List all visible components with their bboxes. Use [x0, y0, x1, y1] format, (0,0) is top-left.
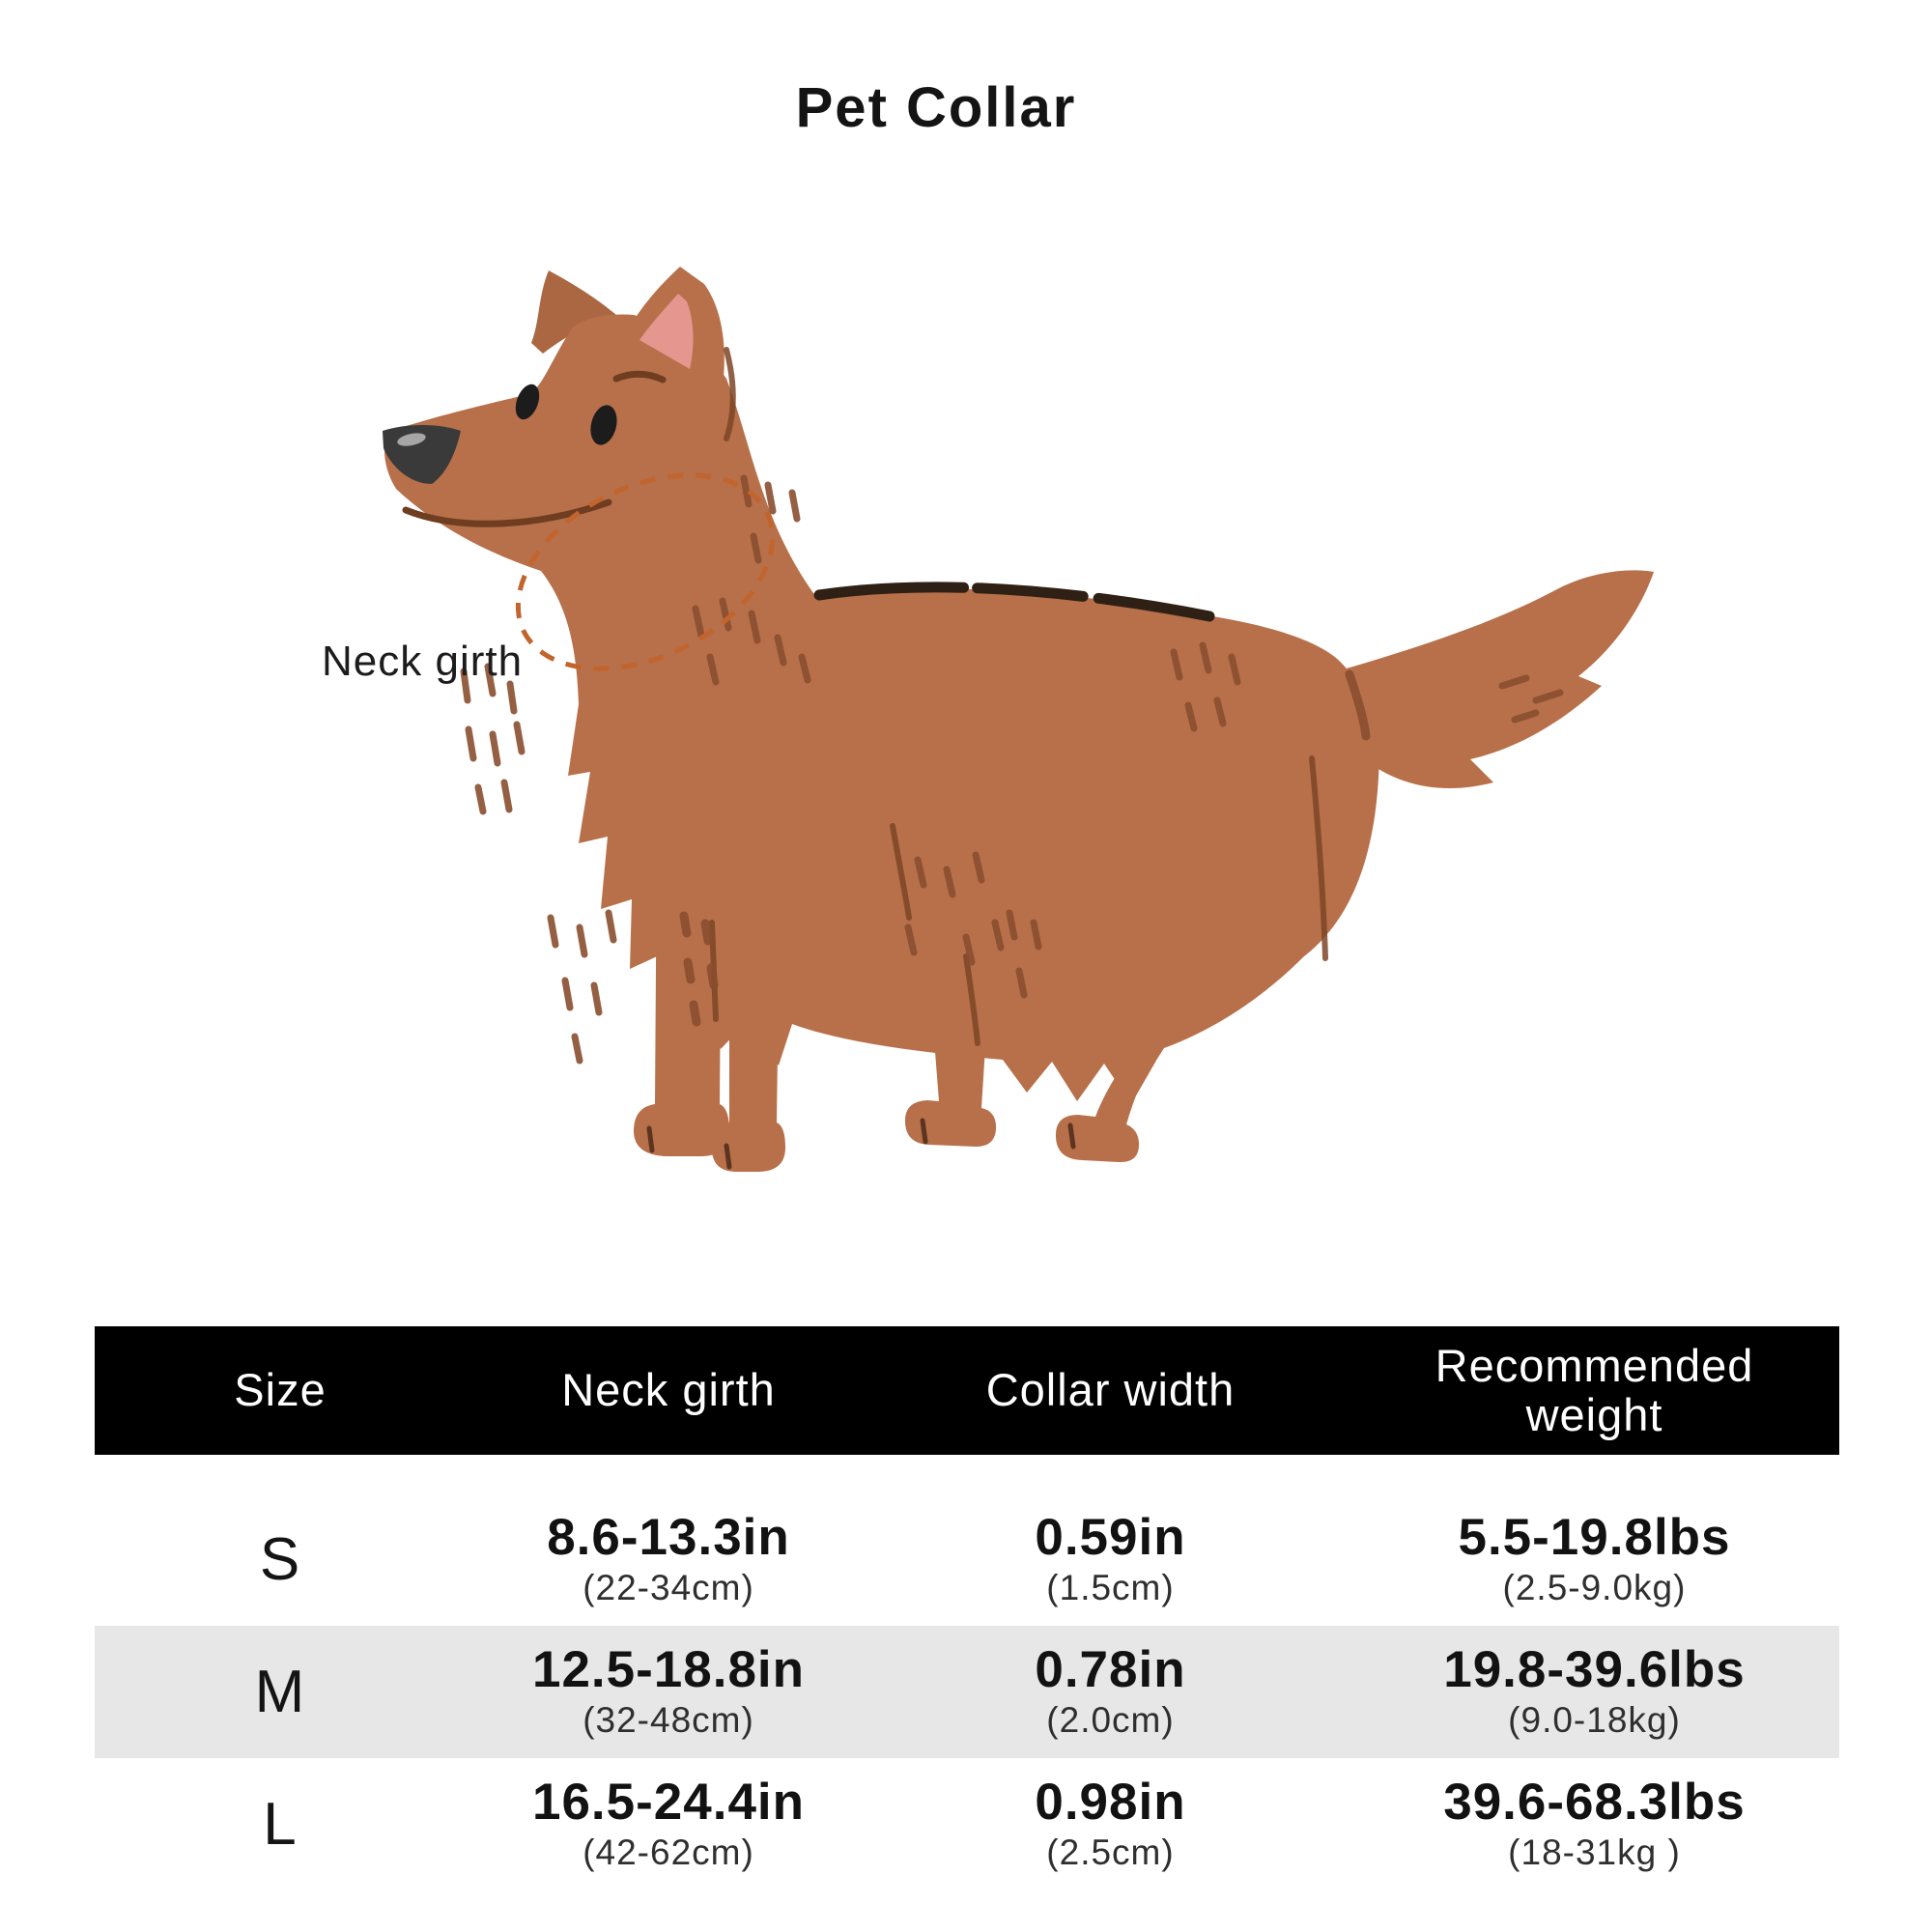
nose-highlight	[397, 433, 426, 446]
table-spacer	[95, 1455, 1839, 1493]
col-header-recommended-weight: Recommended weight	[1350, 1339, 1839, 1440]
dog-body	[384, 314, 1379, 1104]
ear-back-line	[724, 347, 736, 441]
collar-width-cell: 0.98in (2.5cm)	[871, 1773, 1350, 1874]
size-value: S	[259, 1526, 301, 1593]
neck-girth-metric: (42-62cm)	[582, 1832, 754, 1872]
back-stripe	[813, 582, 1215, 622]
collar-width-metric: (1.5cm)	[1046, 1567, 1175, 1607]
weight-metric: (2.5-9.0kg)	[1502, 1567, 1687, 1607]
col-header-size: Size	[234, 1364, 327, 1416]
size-table-header: Size Neck girth Collar width Recommended…	[95, 1326, 1839, 1455]
collar-width-cell: 0.78in (2.0cm)	[871, 1640, 1350, 1742]
col-header-recommended-weight-text: Recommended weight	[1435, 1339, 1754, 1440]
collar-width-value: 0.59in	[1035, 1508, 1186, 1566]
size-table: Size Neck girth Collar width Recommended…	[95, 1326, 1839, 1890]
neck-girth-value: 16.5-24.4in	[531, 1773, 806, 1831]
paw-claws	[646, 1118, 1076, 1170]
dog-eye-right	[590, 405, 617, 445]
weight-metric: (18-31kg )	[1508, 1832, 1681, 1872]
neck-girth-cell: 8.6-13.3in (22-34cm)	[466, 1508, 871, 1609]
weight-cell: 5.5-19.8lbs (2.5-9.0kg)	[1350, 1508, 1839, 1609]
weight-metric: (9.0-18kg)	[1508, 1699, 1681, 1740]
page-title: Pet Collar	[795, 76, 1077, 139]
col-header-neck-girth: Neck girth	[561, 1364, 776, 1416]
size-value: L	[263, 1791, 298, 1858]
table-row-s: S 8.6-13.3in (22-34cm) 0.59in (1.5cm) 5.…	[95, 1493, 1839, 1626]
table-row-l: L 16.5-24.4in (42-62cm) 0.98in (2.5cm) 3…	[95, 1758, 1839, 1890]
neck-girth-metric: (32-48cm)	[582, 1699, 754, 1740]
weight-value: 19.8-39.6lbs	[1443, 1640, 1746, 1698]
neck-girth-cell: 16.5-24.4in (42-62cm)	[466, 1773, 871, 1874]
col-header-collar-width: Collar width	[985, 1364, 1236, 1416]
neck-girth-value: 8.6-13.3in	[547, 1508, 790, 1566]
dog-eyebrow	[612, 370, 667, 384]
weight-value: 5.5-19.8lbs	[1458, 1508, 1731, 1566]
weight-cell: 19.8-39.6lbs (9.0-18kg)	[1350, 1640, 1839, 1742]
weight-value: 39.6-68.3lbs	[1443, 1773, 1746, 1831]
neck-girth-label: Neck girth	[322, 638, 524, 685]
collar-width-value: 0.78in	[1035, 1640, 1186, 1698]
neck-girth-dashed-ellipse	[515, 472, 776, 671]
weight-cell: 39.6-68.3lbs (18-31kg )	[1350, 1773, 1839, 1874]
crease-lines	[709, 669, 1371, 1046]
neck-girth-cell: 12.5-18.8in (32-48cm)	[466, 1640, 871, 1742]
dog-mouth	[402, 498, 612, 527]
neck-girth-value: 12.5-18.8in	[531, 1640, 806, 1698]
collar-width-metric: (2.5cm)	[1046, 1832, 1175, 1872]
collar-width-value: 0.98in	[1035, 1773, 1186, 1831]
collar-width-cell: 0.59in (1.5cm)	[871, 1508, 1350, 1609]
dog-tail	[1333, 570, 1654, 789]
dog-illustration	[383, 267, 1654, 1172]
dog-ear-back-icon	[531, 270, 616, 354]
table-row-m: M 12.5-18.8in (32-48cm) 0.78in (2.0cm) 1…	[95, 1626, 1839, 1758]
size-value: M	[254, 1659, 306, 1725]
fur-marks	[460, 474, 1564, 1065]
collar-width-metric: (2.0cm)	[1046, 1699, 1175, 1740]
neck-girth-metric: (22-34cm)	[582, 1567, 754, 1607]
dog-eye-left	[515, 384, 540, 420]
ear-inner-icon	[639, 294, 694, 369]
